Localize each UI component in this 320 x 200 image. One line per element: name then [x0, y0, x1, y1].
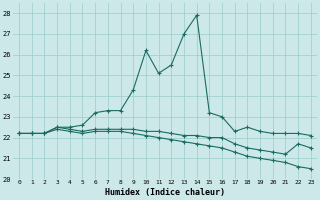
- X-axis label: Humidex (Indice chaleur): Humidex (Indice chaleur): [105, 188, 225, 197]
